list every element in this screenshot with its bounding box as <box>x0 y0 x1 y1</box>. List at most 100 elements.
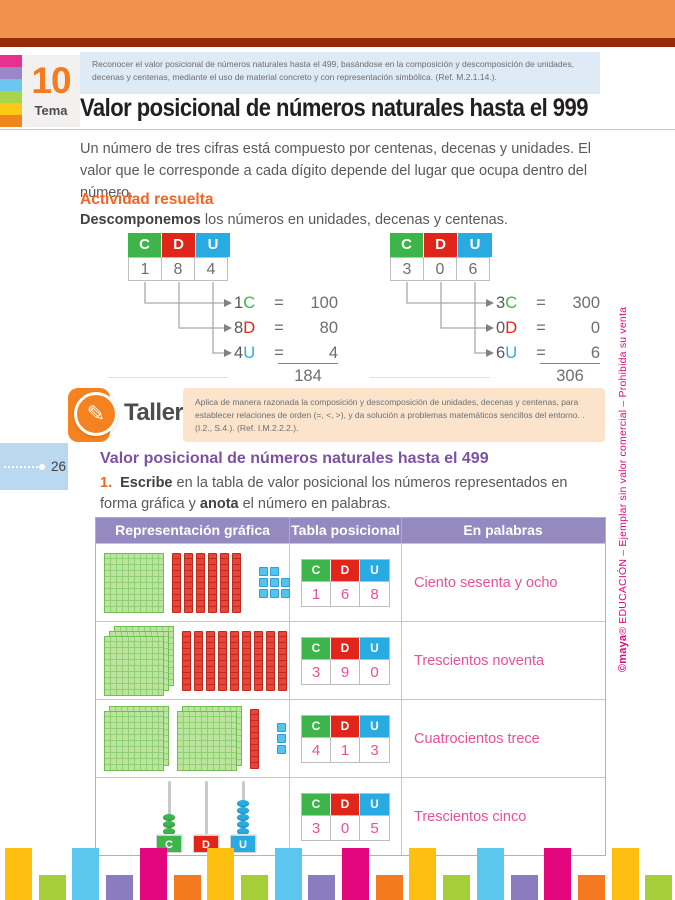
abacus-bead <box>237 813 249 821</box>
color-bar <box>577 875 605 900</box>
place-letter: U <box>243 343 256 362</box>
mini-cdu-digit-cell: 6 <box>331 580 360 606</box>
digit: 8 <box>234 318 244 337</box>
decomposition-example-184: C D U 1 8 4 1C = 100 8D = 80 4U = 4 184 <box>108 233 338 386</box>
title-underline <box>0 129 675 130</box>
color-bar <box>409 848 437 900</box>
cdu-digit-cell: 0 <box>423 257 457 281</box>
color-bar <box>72 848 100 900</box>
color-bar <box>443 875 471 900</box>
mini-cdu-digit-cell: 1 <box>331 736 360 762</box>
color-stripe <box>0 91 22 103</box>
digit: 4 <box>234 343 244 362</box>
words-cell: Ciento sesenta y ocho <box>414 574 558 591</box>
abacus-bead <box>237 806 249 814</box>
one-cube <box>277 734 286 743</box>
cdu-digit-cell: 6 <box>456 257 490 281</box>
mini-cdu-digit-cell: 9 <box>331 658 360 684</box>
cdu-header-cell: U <box>458 233 492 257</box>
one-cube <box>270 578 279 587</box>
tema-number: 10 <box>31 60 71 101</box>
decomposition-example-306: C D U 3 0 6 3C = 300 0D = 0 6U = 6 306 <box>370 233 600 386</box>
dotted-line <box>4 465 38 468</box>
cdu-header-cell: D <box>162 233 196 257</box>
color-bar <box>611 848 639 900</box>
activity-lead-rest: los números en unidades, decenas y cente… <box>200 212 508 228</box>
tens-rods <box>250 708 259 769</box>
equals-sign: = <box>274 293 284 312</box>
color-stripe <box>0 55 22 67</box>
ten-rod <box>184 552 193 613</box>
exercise-table: Representación gráfica Tabla posicional En… <box>95 517 606 856</box>
mini-cdu-header-cell: C <box>302 559 331 581</box>
color-bar <box>240 875 268 900</box>
words-cell: Cuatrocientos trece <box>414 730 540 747</box>
tema-label: Tema <box>34 103 68 118</box>
graphic-cell <box>96 622 290 699</box>
pencil-glyph: ✎ <box>86 401 106 426</box>
cdu-header-cell: U <box>196 233 230 257</box>
color-stripe <box>0 67 22 79</box>
color-bar <box>207 848 235 900</box>
one-cube <box>259 567 268 576</box>
color-bar <box>510 875 538 900</box>
mini-cdu-digit-cell: 0 <box>360 658 389 684</box>
color-bar <box>38 875 66 900</box>
ten-rod <box>266 630 275 691</box>
decomposition-term: 4U <box>234 344 268 363</box>
decomposition-row: 4U = 4 <box>234 341 338 365</box>
color-stripe <box>0 115 22 127</box>
decomposition-term: 3C <box>496 294 530 313</box>
exercise-heading: Valor posicional de números naturales ha… <box>100 450 489 467</box>
one-cube <box>281 578 290 587</box>
abacus-bead <box>163 813 175 821</box>
ones-cubes <box>259 567 290 598</box>
digit: 1 <box>234 293 244 312</box>
place-value: 0 <box>590 318 600 337</box>
objective-text: Reconocer el valor posicional de números… <box>92 59 574 82</box>
hundred-flat <box>104 635 164 696</box>
mini-cdu-header-cell: C <box>302 637 331 659</box>
mini-cdu-digit-cell: 3 <box>302 814 331 840</box>
graphic-cell <box>96 700 290 777</box>
decomposition-term: 0D <box>496 319 530 338</box>
mini-cdu-digit-cell: 3 <box>360 736 389 762</box>
mini-cdu-header-cell: C <box>302 715 331 737</box>
ten-rod <box>182 630 191 691</box>
ten-rod <box>172 552 181 613</box>
taller-label: Taller <box>124 399 184 426</box>
place-value: 80 <box>319 318 338 337</box>
page-number-tab: 26 <box>0 443 68 490</box>
pencil-icon: ✎ <box>74 392 118 436</box>
mini-cdu-header-cell: U <box>360 715 389 737</box>
tens-rods <box>172 552 241 613</box>
cube-row <box>277 723 286 732</box>
ten-rod <box>196 552 205 613</box>
abacus-bead <box>163 820 175 828</box>
color-bar <box>139 848 167 900</box>
hundreds-flats <box>104 552 164 613</box>
decomposition-total: 306 <box>540 363 600 386</box>
table-row: C D U 3 9 0 Trescientos noventa <box>96 621 605 699</box>
place-letter: C <box>243 293 256 312</box>
mini-cdu-header-cell: D <box>331 637 360 659</box>
decomposition-total: 184 <box>278 363 338 386</box>
one-cube <box>259 578 268 587</box>
place-value: 6 <box>590 343 600 362</box>
ten-rod <box>206 630 215 691</box>
color-bar <box>106 875 134 900</box>
digit: 3 <box>496 293 506 312</box>
tema-box: 10 Tema <box>22 55 80 127</box>
digit: 0 <box>496 318 506 337</box>
